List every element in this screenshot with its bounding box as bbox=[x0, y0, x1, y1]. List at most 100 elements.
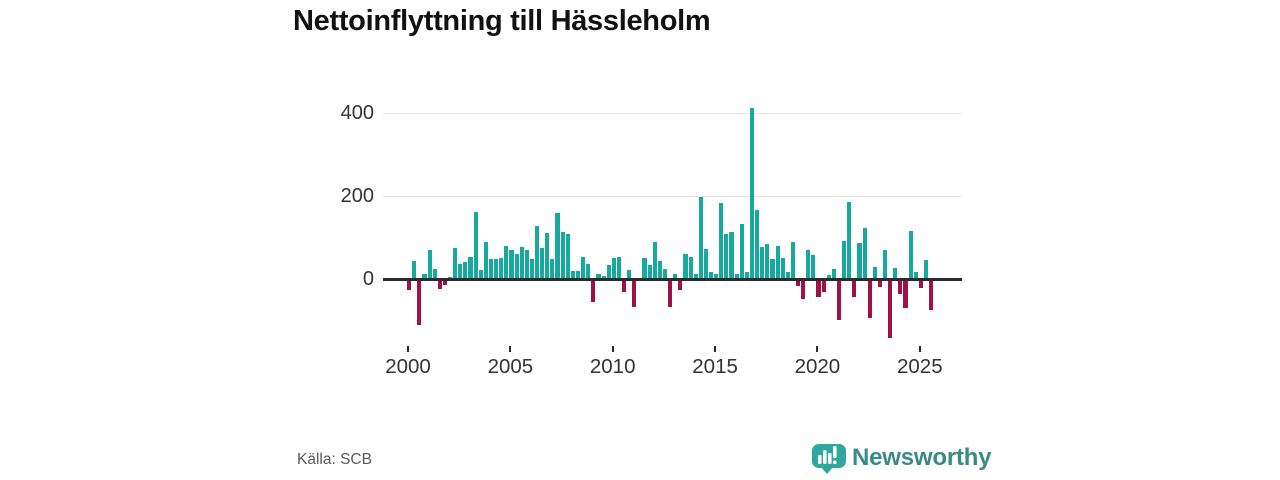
bar-2004q1 bbox=[488, 259, 494, 280]
bar-2013q3 bbox=[683, 254, 688, 280]
bar-2012q4 bbox=[668, 280, 673, 307]
bar-2017q2 bbox=[760, 247, 765, 280]
bar-2021q3 bbox=[847, 201, 852, 280]
bar-2016q4 bbox=[749, 108, 755, 280]
bar-2021q1 bbox=[836, 280, 842, 321]
bar-2012q3 bbox=[662, 268, 668, 280]
bar-2012q2 bbox=[657, 260, 662, 280]
bar-2019q1 bbox=[796, 280, 801, 286]
bar-2007q4 bbox=[565, 234, 570, 280]
x-axis-label-2000: 2000 bbox=[385, 355, 431, 378]
bar-2007q3 bbox=[560, 231, 565, 280]
bar-2023q3 bbox=[888, 280, 893, 339]
bar-2005q1 bbox=[509, 250, 514, 280]
x-axis-label-2020: 2020 bbox=[794, 355, 841, 378]
bar-2018q3 bbox=[785, 271, 790, 280]
bar-2007q2 bbox=[555, 213, 560, 280]
bar-2024q3 bbox=[908, 231, 913, 280]
bar-2013q2 bbox=[678, 280, 683, 291]
bar-2010q1 bbox=[611, 258, 616, 280]
bar-2018q1 bbox=[775, 246, 780, 280]
bar-2016q1 bbox=[734, 274, 739, 280]
bar-2015q1 bbox=[714, 273, 719, 280]
bar-2006q2 bbox=[535, 225, 540, 280]
bar-2020q2 bbox=[821, 280, 826, 293]
bar-2022q2 bbox=[862, 228, 867, 280]
x-tick-2020 bbox=[816, 346, 819, 352]
chart-title: Nettoinflyttning till Hässleholm bbox=[293, 5, 711, 37]
bar-2019q2 bbox=[801, 280, 806, 299]
x-tick-2015 bbox=[714, 346, 717, 352]
newsworthy-logo-tail bbox=[820, 466, 834, 474]
bar-2002q2 bbox=[453, 247, 458, 280]
bar-2000q1 bbox=[407, 280, 412, 290]
bar-2019q3 bbox=[806, 250, 811, 280]
bar-2003q3 bbox=[478, 269, 483, 280]
bar-2022q3 bbox=[867, 280, 872, 319]
bar-2008q3 bbox=[581, 256, 586, 280]
bar-2024q4 bbox=[913, 271, 918, 280]
bar-2019q4 bbox=[811, 255, 816, 280]
bar-2000q2 bbox=[412, 261, 417, 280]
bar-2016q3 bbox=[744, 271, 749, 280]
x-axis-label-2005: 2005 bbox=[487, 355, 534, 378]
bar-2002q3 bbox=[458, 263, 463, 280]
bar-2015q2 bbox=[719, 202, 724, 280]
bar-2021q4 bbox=[852, 280, 857, 297]
bar-2002q4 bbox=[463, 261, 468, 280]
bar-2016q2 bbox=[739, 224, 744, 280]
bar-2010q3 bbox=[622, 280, 627, 292]
bar-2008q1 bbox=[570, 270, 575, 280]
bar-2001q4 bbox=[442, 280, 447, 285]
bar-2001q2 bbox=[432, 269, 437, 280]
y-axis-label-0: 0 bbox=[362, 268, 374, 290]
bar-2004q3 bbox=[499, 257, 504, 280]
bar-2008q4 bbox=[586, 264, 591, 280]
bar-2008q2 bbox=[575, 271, 581, 280]
bar-2015q4 bbox=[729, 232, 734, 280]
bar-2025q2 bbox=[923, 259, 929, 280]
bar-2012q1 bbox=[652, 241, 657, 280]
bar-2011q4 bbox=[647, 264, 652, 280]
bar-2023q2 bbox=[883, 249, 888, 280]
bar-2007q1 bbox=[550, 259, 555, 280]
bar-2006q3 bbox=[540, 248, 545, 280]
bar-2001q3 bbox=[437, 280, 442, 289]
x-tick-2025 bbox=[918, 346, 921, 352]
y-axis-label-400: 400 bbox=[340, 102, 374, 124]
source-caption: Källa: SCB bbox=[297, 451, 372, 468]
x-tick-2000 bbox=[407, 346, 409, 352]
y-axis-label-200: 200 bbox=[340, 185, 374, 207]
newsworthy-logo-icon bbox=[812, 444, 846, 468]
bar-2025q3 bbox=[929, 280, 934, 310]
x-tick-2005 bbox=[509, 346, 512, 352]
bar-2015q3 bbox=[724, 234, 729, 280]
bar-2003q1 bbox=[468, 256, 473, 280]
bar-2000q3 bbox=[417, 280, 422, 325]
gridline-400 bbox=[383, 113, 962, 114]
bar-2018q2 bbox=[780, 258, 785, 280]
bar-2009q1 bbox=[591, 280, 596, 302]
bar-2011q3 bbox=[642, 258, 647, 280]
bar-2024q2 bbox=[903, 280, 908, 309]
bar-2020q4 bbox=[831, 269, 836, 280]
bar-2025q1 bbox=[918, 280, 923, 289]
zero-axis-line bbox=[383, 278, 962, 281]
bar-2017q4 bbox=[770, 258, 775, 280]
bar-2014q4 bbox=[709, 271, 714, 280]
bar-2014q2 bbox=[698, 196, 703, 280]
bar-2013q1 bbox=[673, 273, 678, 280]
bar-2014q3 bbox=[703, 248, 708, 280]
bar-2023q4 bbox=[893, 268, 898, 280]
bar-2011q1 bbox=[632, 280, 637, 307]
bar-2022q4 bbox=[872, 266, 877, 280]
bar-2009q4 bbox=[606, 264, 611, 280]
bar-2024q1 bbox=[898, 280, 903, 294]
bar-2006q1 bbox=[529, 259, 534, 280]
bar-2018q4 bbox=[790, 241, 796, 280]
bar-2021q2 bbox=[842, 240, 847, 280]
bar-2010q2 bbox=[616, 257, 621, 280]
bar-2001q1 bbox=[427, 250, 432, 280]
bar-2017q3 bbox=[765, 243, 770, 280]
x-axis-label-2010: 2010 bbox=[589, 355, 636, 378]
